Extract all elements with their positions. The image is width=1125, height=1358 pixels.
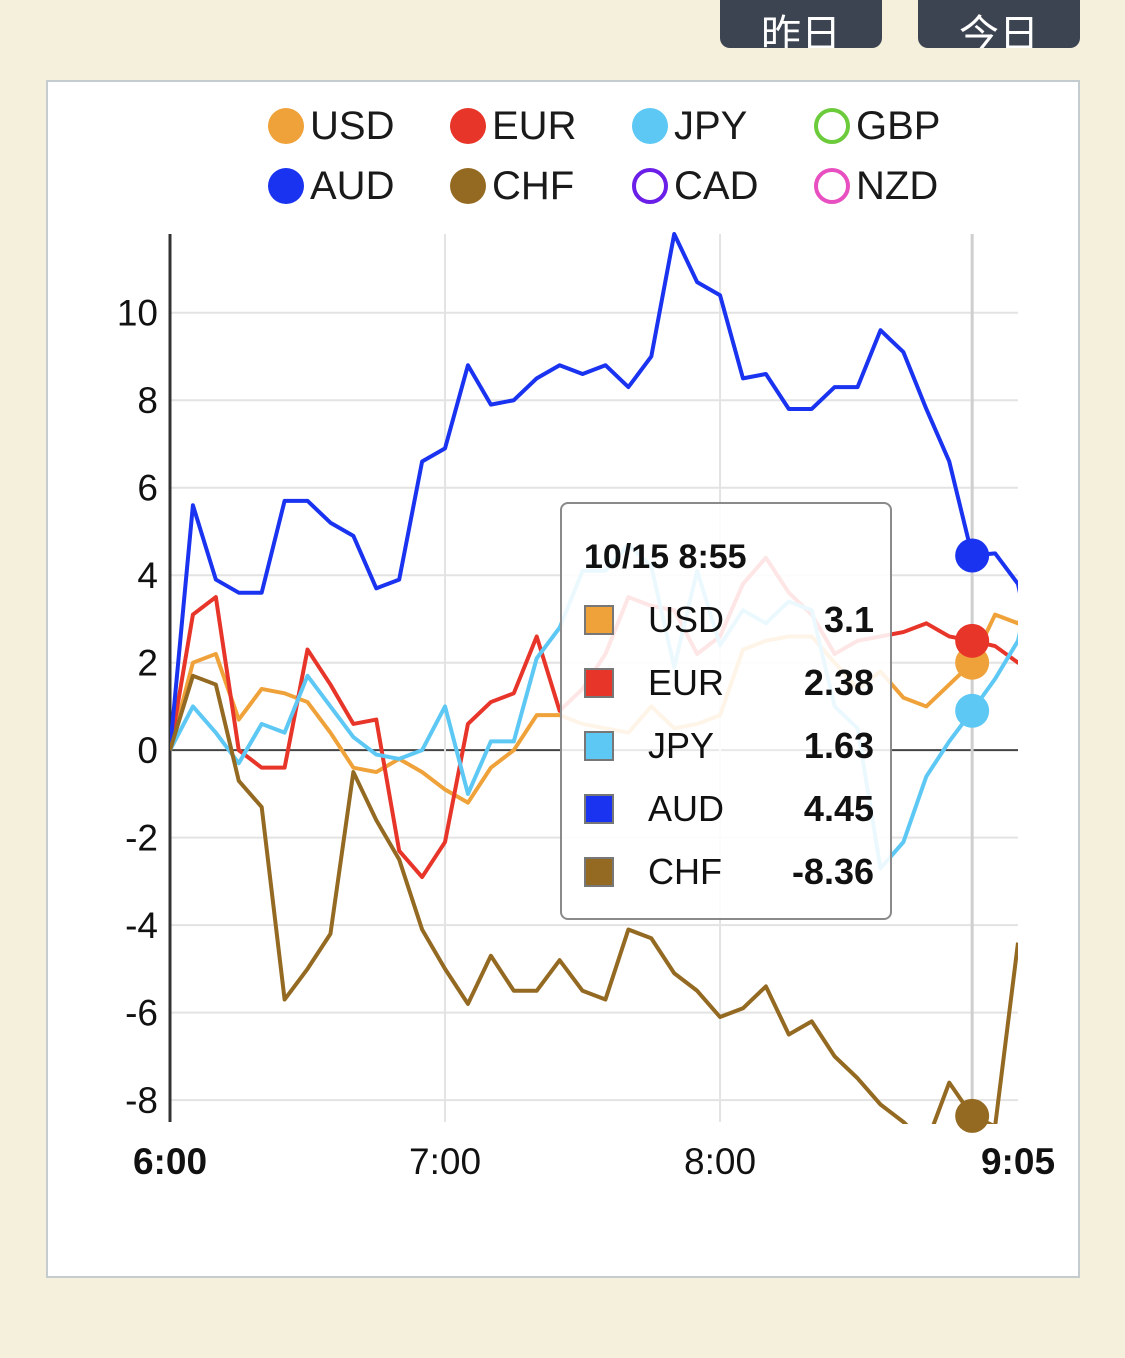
series-line-chf xyxy=(170,673,1018,1124)
y-tick-label: 6 xyxy=(137,468,158,509)
legend-item-eur[interactable]: EUR xyxy=(450,102,632,150)
highlight-point-aud xyxy=(955,538,990,573)
series-line-aud xyxy=(170,232,1018,751)
tooltip-row-chf: CHF -8.36 xyxy=(584,851,874,892)
tooltip-swatch-icon xyxy=(584,668,614,698)
x-tick-label: 7:00 xyxy=(409,1141,481,1182)
highlight-point-eur xyxy=(955,623,990,658)
y-tick-label: -2 xyxy=(125,818,158,859)
legend-label: EUR xyxy=(492,103,577,148)
legend-item-cad[interactable]: CAD xyxy=(632,162,814,210)
highlight-point-jpy xyxy=(955,693,990,728)
tooltip-swatch-icon xyxy=(584,794,614,824)
legend-marker-icon xyxy=(632,108,668,144)
y-tick-label: 2 xyxy=(137,643,158,684)
legend-item-aud[interactable]: AUD xyxy=(268,162,450,210)
x-tick-label: 9:05 xyxy=(981,1141,1055,1182)
tooltip-series-name: AUD xyxy=(648,788,725,829)
legend-marker-icon xyxy=(268,108,304,144)
tooltip-series-value: 2.38 xyxy=(803,662,874,703)
legend-label: USD xyxy=(310,103,395,148)
tooltip-series-value: 1.63 xyxy=(803,725,874,766)
y-tick-label: 10 xyxy=(117,293,158,334)
tooltip-swatch-icon xyxy=(584,605,614,635)
chart-legend: USD EUR JPY GBP AUD CHF CAD NZD xyxy=(268,102,988,210)
legend-item-chf[interactable]: CHF xyxy=(450,162,632,210)
y-tick-label: 0 xyxy=(137,730,158,771)
tooltip-swatch-icon xyxy=(584,857,614,887)
tooltip-series-value: 4.45 xyxy=(803,788,874,829)
tooltip-series-value: 3.1 xyxy=(823,599,874,640)
y-tick-label: 8 xyxy=(137,380,158,421)
y-tick-label: 4 xyxy=(137,555,158,596)
legend-label: JPY xyxy=(674,103,748,148)
legend-item-jpy[interactable]: JPY xyxy=(632,102,814,150)
y-tick-label: -4 xyxy=(125,905,158,946)
tooltip-series-name: EUR xyxy=(648,662,725,703)
legend-item-gbp[interactable]: GBP xyxy=(814,102,996,150)
y-tick-label: -6 xyxy=(125,993,158,1034)
tooltip-row-eur: EUR 2.38 xyxy=(584,662,874,703)
legend-label: AUD xyxy=(310,163,395,208)
today-button[interactable]: 今日 xyxy=(918,0,1080,48)
tooltip-swatch-icon xyxy=(584,731,614,761)
tooltip-series-value: -8.36 xyxy=(791,851,874,892)
x-tick-label: 8:00 xyxy=(684,1141,756,1182)
tooltip-series-name: USD xyxy=(648,599,725,640)
chart-panel: USD EUR JPY GBP AUD CHF CAD NZD 10 8 6 4 2 0 -2 -4 -6 -8… xyxy=(46,80,1080,1278)
tooltip-row-jpy: JPY 1.63 xyxy=(584,725,874,766)
legend-marker-icon xyxy=(450,168,486,204)
tooltip-row-usd: USD 3.1 xyxy=(584,599,874,640)
tooltip-row-aud: AUD 4.45 xyxy=(584,788,874,829)
legend-marker-icon xyxy=(268,168,304,204)
legend-marker-icon xyxy=(632,168,668,204)
tooltip-series-name: JPY xyxy=(648,725,715,766)
legend-item-usd[interactable]: USD xyxy=(268,102,450,150)
legend-marker-icon xyxy=(814,168,850,204)
legend-label: GBP xyxy=(856,103,941,148)
legend-marker-icon xyxy=(814,108,850,144)
legend-label: CHF xyxy=(492,163,575,208)
legend-marker-icon xyxy=(450,108,486,144)
x-tick-label: 6:00 xyxy=(133,1141,207,1182)
legend-label: NZD xyxy=(856,163,939,208)
tooltip-title: 10/15 8:55 xyxy=(584,538,747,576)
legend-item-nzd[interactable]: NZD xyxy=(814,162,996,210)
tooltip-series-name: CHF xyxy=(648,851,722,892)
legend-label: CAD xyxy=(674,163,759,208)
highlight-point-chf xyxy=(955,1098,990,1133)
yesterday-button[interactable]: 昨日 xyxy=(720,0,882,48)
y-tick-label: -8 xyxy=(125,1080,158,1121)
chart-tooltip: 10/15 8:55 USD 3.1 EUR 2.38 JPY 1.63 AUD 4.45 CH… xyxy=(560,502,892,920)
